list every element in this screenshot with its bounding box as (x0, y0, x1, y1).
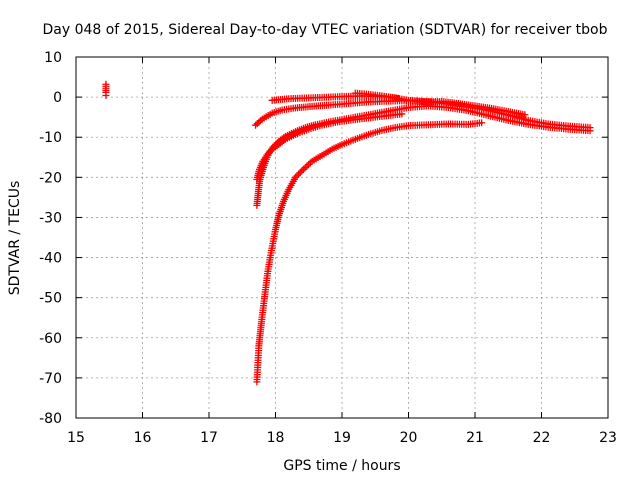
y-tick-label: 10 (44, 50, 62, 66)
x-tick-labels: 15 16 17 18 19 20 21 22 23 (67, 430, 617, 446)
data-point (398, 110, 406, 118)
data-point (295, 170, 303, 178)
y-tick-label: -50 (39, 291, 62, 307)
y-tick-label: -80 (39, 411, 62, 427)
data-point (253, 120, 261, 128)
y-tick-label: -10 (39, 130, 62, 146)
grid (76, 57, 608, 418)
y-tick-label: 0 (53, 90, 62, 106)
y-axis-label: SDTVAR / TECUs (7, 181, 23, 296)
data-point (478, 119, 486, 127)
x-tick-label: 22 (533, 430, 551, 446)
y-tick-label: -20 (39, 170, 62, 186)
data-points (102, 80, 594, 386)
x-tick-label: 20 (400, 430, 418, 446)
data-point (586, 127, 594, 135)
x-tick-label: 17 (200, 430, 218, 446)
x-tick-label: 15 (67, 430, 85, 446)
x-axis-label: GPS time / hours (283, 458, 400, 474)
data-point (102, 92, 110, 100)
data-point (298, 167, 306, 175)
y-tick-label: -60 (39, 331, 62, 347)
x-tick-label: 19 (333, 430, 351, 446)
data-point (296, 169, 304, 177)
x-tick-label: 18 (267, 430, 285, 446)
data-point (301, 164, 309, 172)
x-tick-label: 23 (599, 430, 617, 446)
chart-title: Day 048 of 2015, Sidereal Day-to-day VTE… (42, 22, 607, 38)
data-point (299, 165, 307, 173)
y-tick-label: -70 (39, 371, 62, 387)
series-satellite-track-1 (102, 80, 110, 100)
x-tick-label: 21 (466, 430, 484, 446)
y-tick-labels: 10 0 -10 -20 -30 -40 -50 -60 -70 -80 (39, 50, 62, 427)
data-point (305, 160, 313, 168)
data-point (252, 121, 260, 129)
y-tick-label: -30 (39, 210, 62, 226)
series-satellite-track-2 (253, 119, 486, 386)
y-tick-label: -40 (39, 251, 62, 267)
data-point (280, 137, 288, 145)
series-satellite-track-7 (351, 89, 529, 119)
data-point (293, 172, 301, 180)
data-point (255, 118, 263, 126)
data-point (257, 117, 265, 125)
x-tick-label: 16 (134, 430, 152, 446)
series-satellite-track-4 (253, 102, 594, 209)
data-point (291, 173, 299, 181)
data-point (521, 111, 529, 119)
data-point (303, 162, 311, 170)
series-satellite-track-5 (253, 110, 406, 183)
axis-ticks (75, 56, 609, 419)
